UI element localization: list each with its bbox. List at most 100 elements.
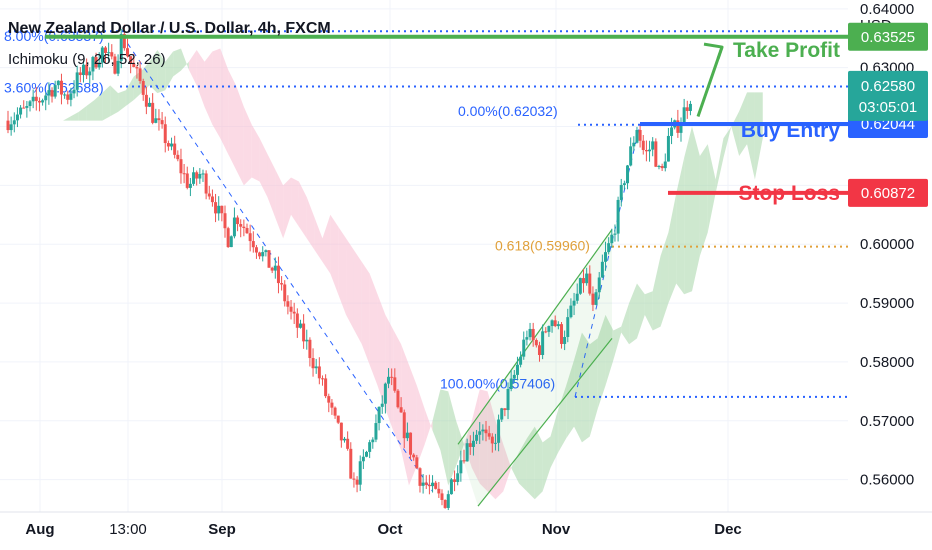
candle-body — [390, 376, 394, 378]
take-profit-tag-bg — [848, 22, 928, 51]
cloud-segment — [605, 314, 614, 386]
candle-body — [110, 52, 114, 57]
cloud-segment — [322, 214, 331, 274]
price-tick-label: 0.56000 — [860, 472, 914, 489]
cloud-segment — [715, 138, 724, 194]
price-axis: USD0.640000.630000.620000.610000.600000.… — [848, 0, 932, 550]
candle-body — [632, 142, 636, 147]
candles — [6, 24, 692, 511]
cloud-segment — [102, 85, 111, 121]
stop-loss-tag-bg — [848, 178, 928, 207]
cloud-segment — [118, 90, 126, 112]
candle-body — [663, 161, 667, 169]
time-tick-label: Oct — [377, 521, 402, 538]
cloud-segment — [165, 51, 174, 91]
candle-body — [487, 433, 491, 437]
candle-body — [512, 374, 516, 379]
candle-body — [478, 431, 482, 435]
cloud-segment — [542, 436, 551, 492]
candle-body — [88, 71, 92, 76]
cloud-segment — [330, 214, 339, 295]
candle-body — [19, 107, 23, 115]
cloud-segment — [511, 452, 520, 484]
cloud-segment — [636, 283, 645, 339]
candle-body — [462, 460, 466, 462]
stop-loss-label: Stop Loss — [738, 182, 840, 205]
candle-body — [148, 102, 152, 107]
cloud-segment — [251, 124, 260, 182]
cloud-segment — [314, 217, 323, 262]
buy-entry-label: Buy Entry — [741, 119, 841, 142]
candle-body — [402, 412, 406, 439]
candle-body — [113, 56, 117, 74]
candle-body — [59, 80, 63, 95]
candle-body — [157, 118, 161, 121]
candle-body — [261, 252, 265, 257]
cloud-segment — [723, 126, 732, 158]
candle-body — [264, 250, 268, 253]
candle-body — [151, 102, 155, 123]
candle-body — [638, 129, 642, 141]
ichimoku-cloud — [63, 48, 763, 500]
candle-body — [506, 389, 510, 411]
candle-body — [582, 278, 586, 284]
candle-body — [415, 457, 419, 469]
candle-body — [644, 149, 648, 152]
indicator-label: Ichimoku (9, 26, 52, 26) — [8, 51, 166, 68]
candle-body — [9, 124, 13, 131]
candle-body — [6, 120, 10, 131]
cloud-segment — [479, 389, 488, 492]
candle-body — [302, 323, 306, 342]
time-axis-bg — [0, 512, 932, 550]
candle-body — [676, 120, 680, 133]
candle-body — [192, 172, 196, 184]
cloud-segment — [676, 157, 685, 295]
candle-body — [374, 423, 378, 440]
candle-body — [185, 173, 189, 188]
cloud-segment — [385, 314, 394, 431]
fib-label: 0.00%(0.62032) — [458, 103, 558, 119]
candle-body — [63, 94, 67, 96]
candle-body — [387, 376, 391, 384]
candle-body — [412, 454, 416, 458]
candle-body — [251, 241, 255, 248]
candle-body — [449, 479, 453, 495]
cloud-segment — [692, 126, 700, 292]
candle-body — [229, 236, 233, 248]
candle-body — [173, 143, 177, 155]
candle-body — [613, 233, 617, 235]
candle-body — [236, 217, 240, 225]
candle-body — [600, 261, 604, 278]
candle-body — [198, 173, 202, 179]
cloud-segment — [283, 177, 292, 239]
cloud-segment — [684, 126, 692, 295]
candle-body — [446, 494, 450, 508]
cloud-segment — [86, 100, 95, 121]
candle-body — [210, 196, 214, 203]
candle-body — [349, 448, 353, 479]
candle-body — [437, 488, 441, 494]
candle-body — [431, 482, 435, 487]
cloud-segment — [416, 385, 425, 466]
candle-body — [503, 408, 507, 411]
cloud-segment — [196, 50, 205, 107]
candle-body — [465, 443, 469, 462]
cloud-segment — [393, 329, 402, 451]
candle-body — [160, 120, 164, 125]
candle-body — [377, 406, 381, 424]
candle-body — [342, 438, 346, 441]
cloud-segment — [180, 48, 189, 71]
price-tick-label: 0.60000 — [860, 236, 914, 253]
cloud-segment — [558, 385, 567, 453]
candle-body — [41, 100, 45, 103]
candle-body — [440, 493, 444, 500]
fibonacci-levels: 0.00%(0.62032) 0.618(0.59960) 100.00%(0.57… — [4, 28, 848, 541]
candle-body — [220, 205, 224, 214]
candle-body — [534, 340, 538, 346]
candle-body — [22, 107, 26, 109]
candle-body — [453, 479, 457, 482]
cloud-segment — [63, 116, 71, 121]
candle-body — [242, 226, 246, 229]
cloud-segment — [526, 426, 535, 500]
candle-body — [182, 173, 186, 175]
